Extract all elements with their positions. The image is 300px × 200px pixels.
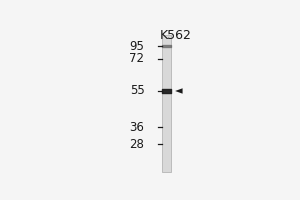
Text: K562: K562: [160, 29, 192, 42]
Text: 72: 72: [130, 52, 145, 65]
Text: 36: 36: [130, 121, 145, 134]
Text: 95: 95: [130, 40, 145, 53]
Polygon shape: [175, 88, 183, 94]
Bar: [162, 35, 171, 172]
Text: 28: 28: [130, 138, 145, 151]
Text: 55: 55: [130, 84, 145, 97]
